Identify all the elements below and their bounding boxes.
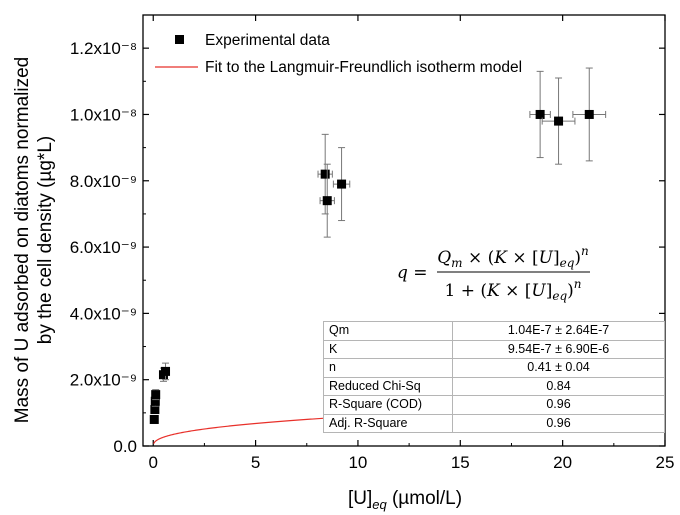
x-tick-label: 15 (451, 453, 470, 472)
stats-value: 0.84 (452, 376, 665, 396)
x-tick-label: 5 (251, 453, 260, 472)
data-point (337, 179, 347, 189)
x-tick-label: 10 (348, 453, 367, 472)
data-point (584, 109, 594, 119)
stats-value: 9.54E-7 ± 6.90E-6 (452, 339, 665, 359)
stats-value: 0.41 ± 0.04 (452, 358, 665, 378)
stats-label: K (323, 339, 453, 359)
stats-label: Qm (323, 321, 453, 341)
data-point (150, 405, 160, 415)
equation-numerator: Qm × (K × [U]eq)n (437, 244, 589, 270)
stats-row: Qm 1.04E-7 ± 2.64E-7 (323, 321, 665, 341)
y-tick-label: 2.0x10⁻⁹ (70, 371, 137, 390)
data-point (161, 366, 171, 376)
stats-row: K 9.54E-7 ± 6.90E-6 (323, 339, 665, 359)
data-point (151, 390, 161, 400)
data-point (554, 116, 564, 126)
y-tick-label: 8.0x10⁻⁹ (70, 172, 137, 191)
data-point (320, 169, 330, 179)
x-tick-label: 20 (553, 453, 572, 472)
legend: Experimental data Fit to the Langmuir-Fr… (155, 32, 522, 76)
y-tick-label: 1.0x10⁻⁸ (70, 105, 137, 124)
y-tick-label: 6.0x10⁻⁹ (70, 238, 137, 257)
stats-value: 0.96 (452, 395, 665, 415)
equation-denominator: 1 + (K × [U]eq)n (444, 277, 581, 303)
legend-label-experimental: Experimental data (205, 32, 330, 49)
data-point (322, 196, 332, 206)
stats-row: n 0.41 ± 0.04 (323, 358, 665, 378)
fit-statistics-table: Qm 1.04E-7 ± 2.64E-7 K 9.54E-7 ± 6.90E-6 n 0.… (323, 321, 665, 433)
stats-label: n (323, 358, 453, 378)
y-tick-label: 0.0 (113, 437, 137, 456)
fit-equation: q = Qm × (K × [U]eq)n 1 + (K × [U]eq)n (397, 244, 590, 303)
data-point (150, 396, 160, 406)
y-axis-title-line2: by the cell density (µg*L) (35, 136, 56, 344)
y-axis-title-line1: Mass of U adsorbed on diatoms normalized (12, 57, 33, 423)
x-axis-title: [U]eq (µmol/L) (348, 488, 462, 512)
data-point (149, 414, 159, 424)
stats-label: R-Square (COD) (323, 395, 453, 415)
stats-label: Reduced Chi-Sq (323, 376, 453, 396)
data-point (535, 109, 545, 119)
stats-row: Reduced Chi-Sq 0.84 (323, 376, 665, 396)
legend-label-fit: Fit to the Langmuir-Freundlich isotherm … (205, 59, 522, 76)
equation-lhs: q = (397, 263, 428, 283)
x-tick-label: 0 (149, 453, 158, 472)
legend-marker-experimental (175, 35, 184, 44)
plot-frame (142, 14, 666, 447)
stats-value: 0.96 (452, 413, 665, 433)
stats-label: Adj. R-Square (323, 413, 453, 433)
x-tick-label: 25 (656, 453, 675, 472)
stats-row: R-Square (COD) 0.96 (323, 395, 665, 415)
stats-row: Adj. R-Square 0.96 (323, 413, 665, 433)
y-tick-label: 4.0x10⁻⁹ (70, 304, 137, 323)
stats-value: 1.04E-7 ± 2.64E-7 (452, 321, 665, 341)
y-tick-label: 1.2x10⁻⁸ (70, 39, 137, 58)
